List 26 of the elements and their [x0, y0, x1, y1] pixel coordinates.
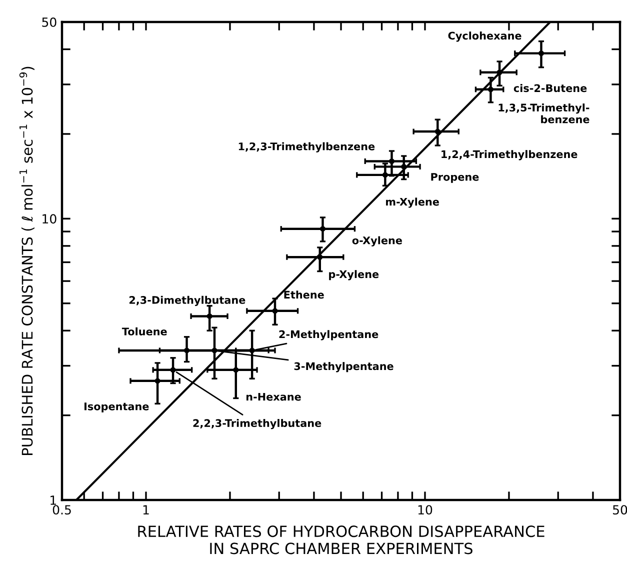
- y-tick-label: 10: [42, 214, 56, 224]
- text: 2-Methylpentane: [279, 330, 378, 340]
- text: o-Xylene: [352, 236, 402, 246]
- series-label: cis-2-Butene: [514, 84, 587, 92]
- text: Propene: [431, 173, 479, 183]
- legend-label: Cyclohexane: [448, 32, 522, 42]
- series-label: 1,2,3-Trimethylbenzene: [238, 142, 375, 152]
- text: 2,3-Dimethylbutane: [129, 296, 246, 306]
- y-axis-title: PUBLISHED RATE CONSTANTS ( ℓ mol$^{−1}$ sec$^{−1}$ x 10$^{−9}$): [19, 66, 34, 455]
- y-tick-label: 50: [42, 17, 56, 27]
- y-tick-label: 1: [50, 496, 56, 505]
- text: Isopentane: [84, 402, 149, 412]
- series-label: 1,2,4-Trimethylbenzene: [442, 150, 578, 160]
- series-label: p-Xylene: [329, 270, 379, 280]
- text: 3-Methylpentane: [294, 362, 394, 372]
- x-axis-title: RELATIVE RATES OF HYDROCARBON DISAPPEARANCE IN SAPRC CHAMBER EXPERIMENTS: [138, 526, 544, 554]
- text: Toluene: [122, 327, 167, 336]
- x-tick-label: 0.5: [52, 505, 71, 515]
- series-label: m-Xylene: [386, 198, 439, 208]
- series-label: Ethene: [284, 290, 324, 299]
- text: n-Hexane: [246, 392, 301, 401]
- x-tick-label: 10: [418, 505, 432, 515]
- x-tick-label: 50: [613, 505, 627, 515]
- text: 2,2,3-Trimethylbutane: [193, 418, 322, 430]
- x-tick-label: 1: [143, 505, 149, 514]
- series-label: 1,3,5-Trimethyl- benzene: [498, 103, 590, 124]
